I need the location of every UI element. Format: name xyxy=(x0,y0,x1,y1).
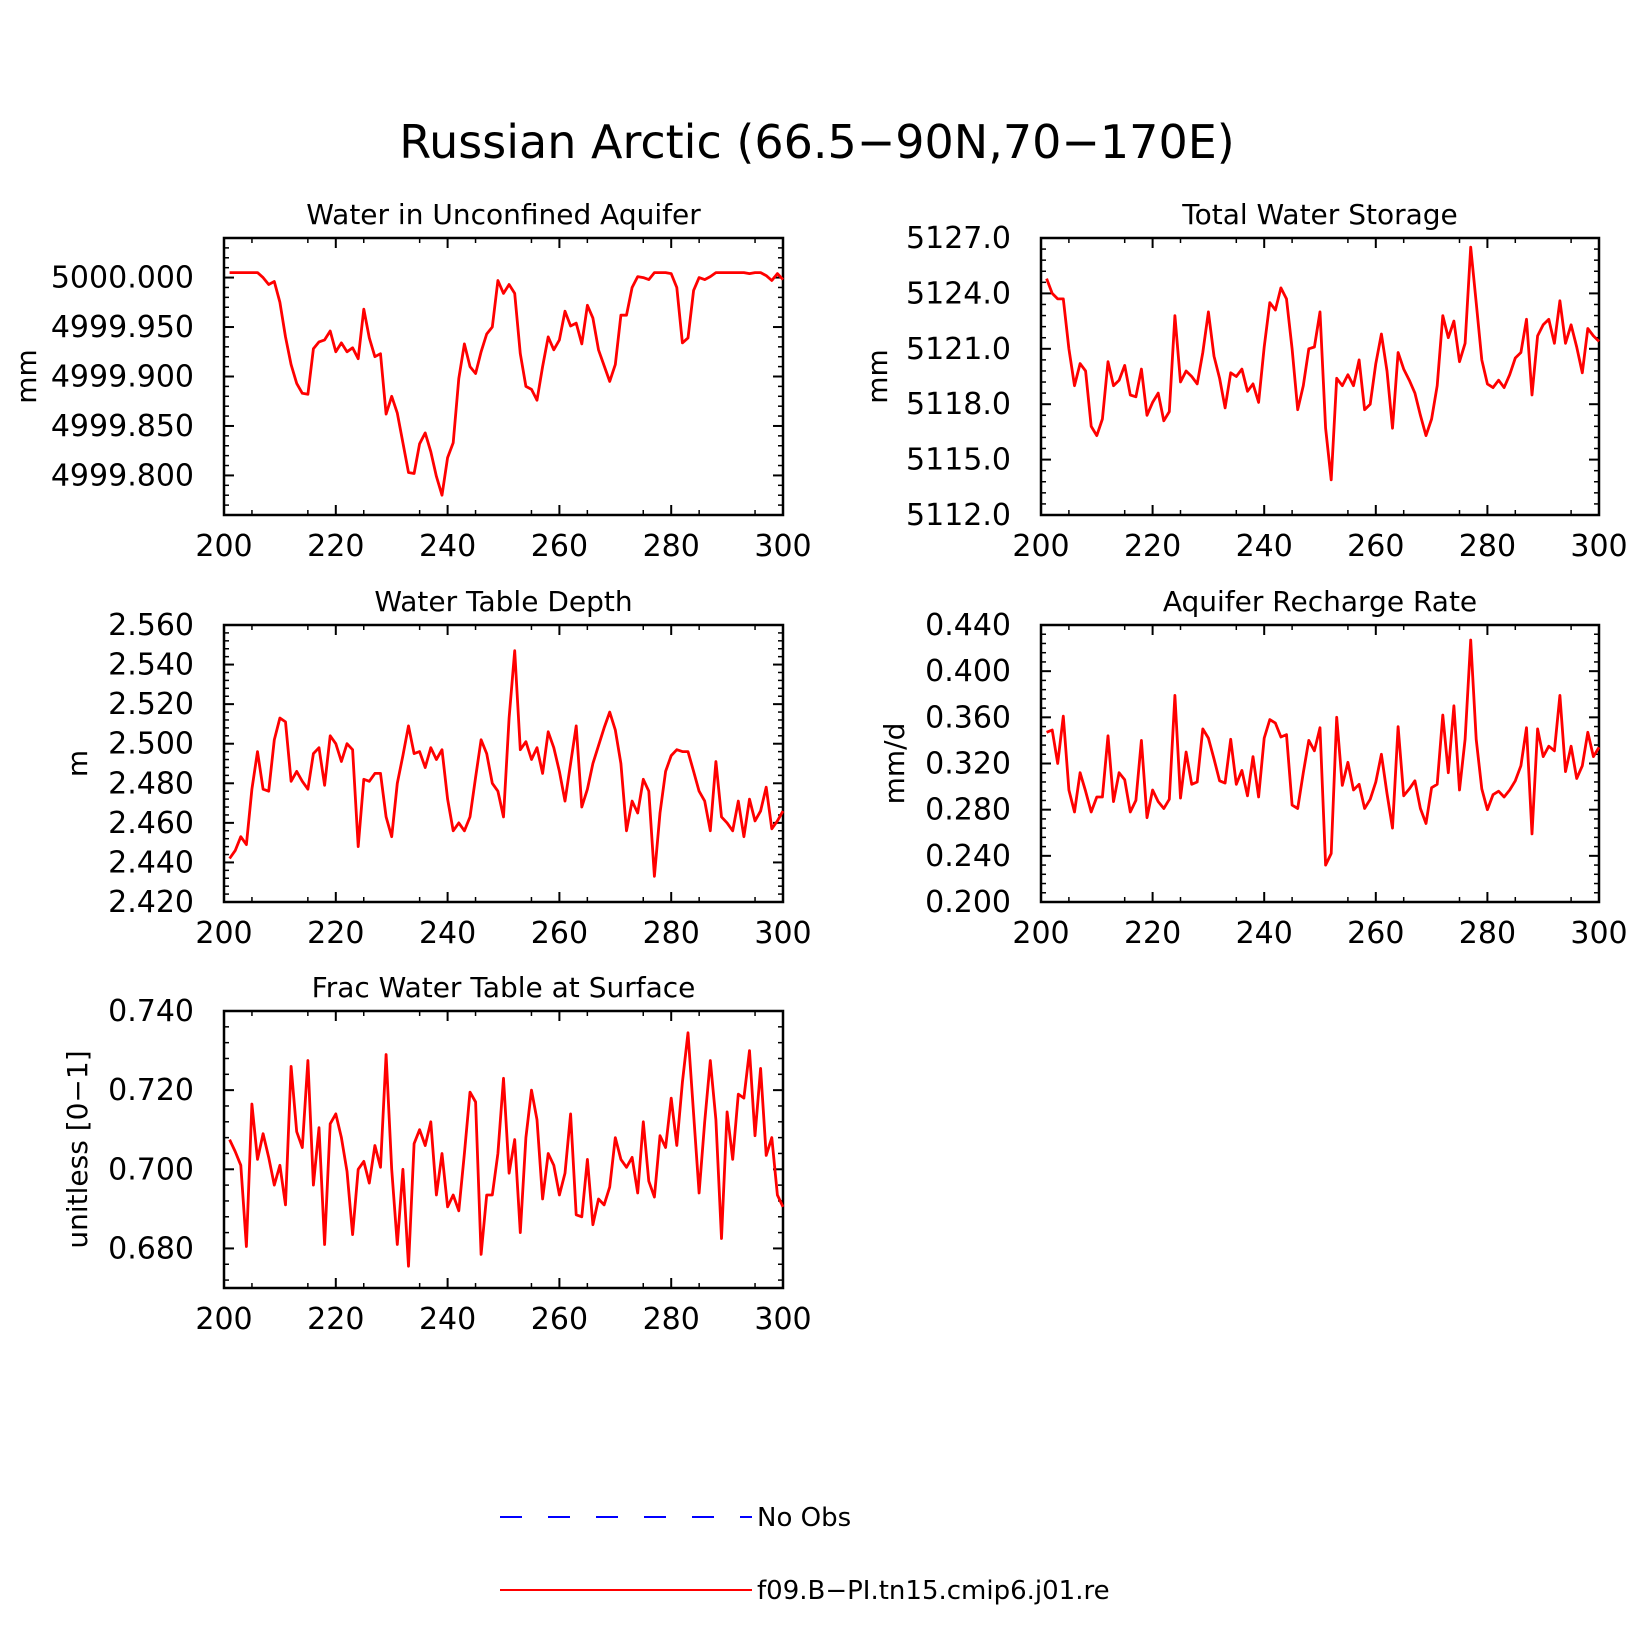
x-tick-label: 300 xyxy=(1570,529,1627,564)
x-tick-label: 280 xyxy=(1459,529,1516,564)
y-axis-label: mm xyxy=(861,349,894,404)
y-tick-label: 5115.0 xyxy=(906,443,1011,478)
y-tick-label: 0.700 xyxy=(108,1152,194,1187)
panel-title: Water in Unconfined Aquifer xyxy=(306,198,701,231)
panels-group: Water in Unconfined Aquifer 200 220 240 260 2… xyxy=(10,198,1628,1337)
legend-label-model: f09.B−PI.tn15.cmip6.j01.re xyxy=(757,1576,1110,1606)
panel-title: Aquifer Recharge Rate xyxy=(1163,585,1477,618)
y-tick-label: 2.500 xyxy=(108,727,194,762)
plot-frame xyxy=(222,1009,785,1290)
x-tick-label: 200 xyxy=(1012,916,1069,951)
x-tick-label: 220 xyxy=(307,529,364,564)
y-tick-label: 5112.0 xyxy=(906,498,1011,533)
x-tick-label: 280 xyxy=(643,1302,700,1337)
y-tick-label: 0.280 xyxy=(925,793,1011,828)
x-tick-label: 200 xyxy=(1012,529,1069,564)
x-tick-label: 240 xyxy=(419,529,476,564)
x-tick-label: 300 xyxy=(754,1302,811,1337)
y-tick-label: 0.240 xyxy=(925,839,1011,874)
x-tick-label: 260 xyxy=(1347,529,1404,564)
x-tick-label: 240 xyxy=(1236,529,1293,564)
y-tick-label: 0.720 xyxy=(108,1073,194,1108)
y-axis-label: mm xyxy=(10,349,43,404)
series-line-model xyxy=(1045,245,1600,482)
y-tick-label: 5118.0 xyxy=(906,387,1011,422)
y-tick-label: 4999.850 xyxy=(51,409,194,444)
series-line-model xyxy=(1046,638,1601,867)
x-tick-label: 240 xyxy=(419,916,476,951)
y-tick-label: 0.320 xyxy=(925,747,1011,782)
x-tick-label: 280 xyxy=(643,529,700,564)
y-tick-label: 0.360 xyxy=(925,700,1011,735)
panel-title: Water Table Depth xyxy=(374,585,632,618)
y-tick-label: 5124.0 xyxy=(906,276,1011,311)
y-tick-label: 2.460 xyxy=(108,806,194,841)
y-tick-label: 5000.000 xyxy=(51,261,194,296)
y-axis-label: m xyxy=(61,750,94,777)
x-tick-label: 300 xyxy=(754,529,811,564)
y-tick-label: 0.400 xyxy=(925,654,1011,689)
y-tick-label: 2.540 xyxy=(108,648,194,683)
x-tick-label: 240 xyxy=(419,1302,476,1337)
chart-panel-3: Water Table Depth 200 220 240 260 280 300 2.420… xyxy=(61,585,812,951)
plot-frame xyxy=(1039,236,1601,517)
figure-title: Russian Arctic (66.5−90N,70−170E) xyxy=(399,115,1234,169)
chart-panel-4: Aquifer Recharge Rate 200 220 240 260 280 300 0… xyxy=(878,585,1628,951)
y-tick-label: 2.420 xyxy=(108,885,194,920)
y-tick-label: 4999.800 xyxy=(51,458,194,493)
y-tick-label: 2.480 xyxy=(108,766,194,801)
x-tick-label: 240 xyxy=(1236,916,1293,951)
series-line-model xyxy=(228,1031,785,1268)
series-line-model xyxy=(229,271,785,497)
x-tick-label: 260 xyxy=(531,529,588,564)
x-tick-label: 220 xyxy=(307,1302,364,1337)
y-tick-label: 4999.900 xyxy=(51,360,194,395)
y-axis-label: unitless [0−1] xyxy=(61,1050,94,1248)
x-tick-label: 220 xyxy=(307,916,364,951)
y-tick-label: 2.520 xyxy=(108,687,194,722)
y-tick-label: 5127.0 xyxy=(906,221,1011,256)
legend-label-obs: No Obs xyxy=(757,1503,851,1533)
y-tick-label: 0.440 xyxy=(925,608,1011,643)
y-axis-label: mm/d xyxy=(878,723,911,805)
x-tick-label: 280 xyxy=(643,916,700,951)
x-tick-label: 200 xyxy=(195,916,252,951)
y-tick-label: 0.740 xyxy=(108,994,194,1029)
y-tick-label: 0.680 xyxy=(108,1231,194,1266)
y-tick-label: 0.200 xyxy=(925,885,1011,920)
panel-title: Frac Water Table at Surface xyxy=(312,971,696,1004)
x-tick-label: 200 xyxy=(195,529,252,564)
y-tick-label: 2.560 xyxy=(108,608,194,643)
x-tick-label: 260 xyxy=(531,1302,588,1337)
x-tick-label: 260 xyxy=(1347,916,1404,951)
series-line-model xyxy=(228,649,785,878)
x-tick-label: 300 xyxy=(754,916,811,951)
x-tick-label: 200 xyxy=(195,1302,252,1337)
chart-panel-1: Water in Unconfined Aquifer 200 220 240 260 2… xyxy=(10,198,812,564)
chart-panel-5: Frac Water Table at Surface 200 220 240 260 2… xyxy=(61,971,812,1337)
x-tick-label: 220 xyxy=(1124,529,1181,564)
x-tick-label: 300 xyxy=(1570,916,1627,951)
x-tick-label: 220 xyxy=(1124,916,1181,951)
plot-frame xyxy=(1039,623,1601,904)
x-tick-label: 280 xyxy=(1459,916,1516,951)
legend: No Obs f09.B−PI.tn15.cmip6.j01.re xyxy=(500,1503,1110,1606)
y-tick-label: 2.440 xyxy=(108,845,194,880)
y-tick-label: 4999.950 xyxy=(51,310,194,345)
plot-frame xyxy=(222,623,785,904)
y-tick-label: 5121.0 xyxy=(906,332,1011,367)
panel-title: Total Water Storage xyxy=(1181,198,1458,231)
chart-panel-2: Total Water Storage 200 220 240 260 280 300 511… xyxy=(861,198,1628,564)
x-tick-label: 260 xyxy=(531,916,588,951)
